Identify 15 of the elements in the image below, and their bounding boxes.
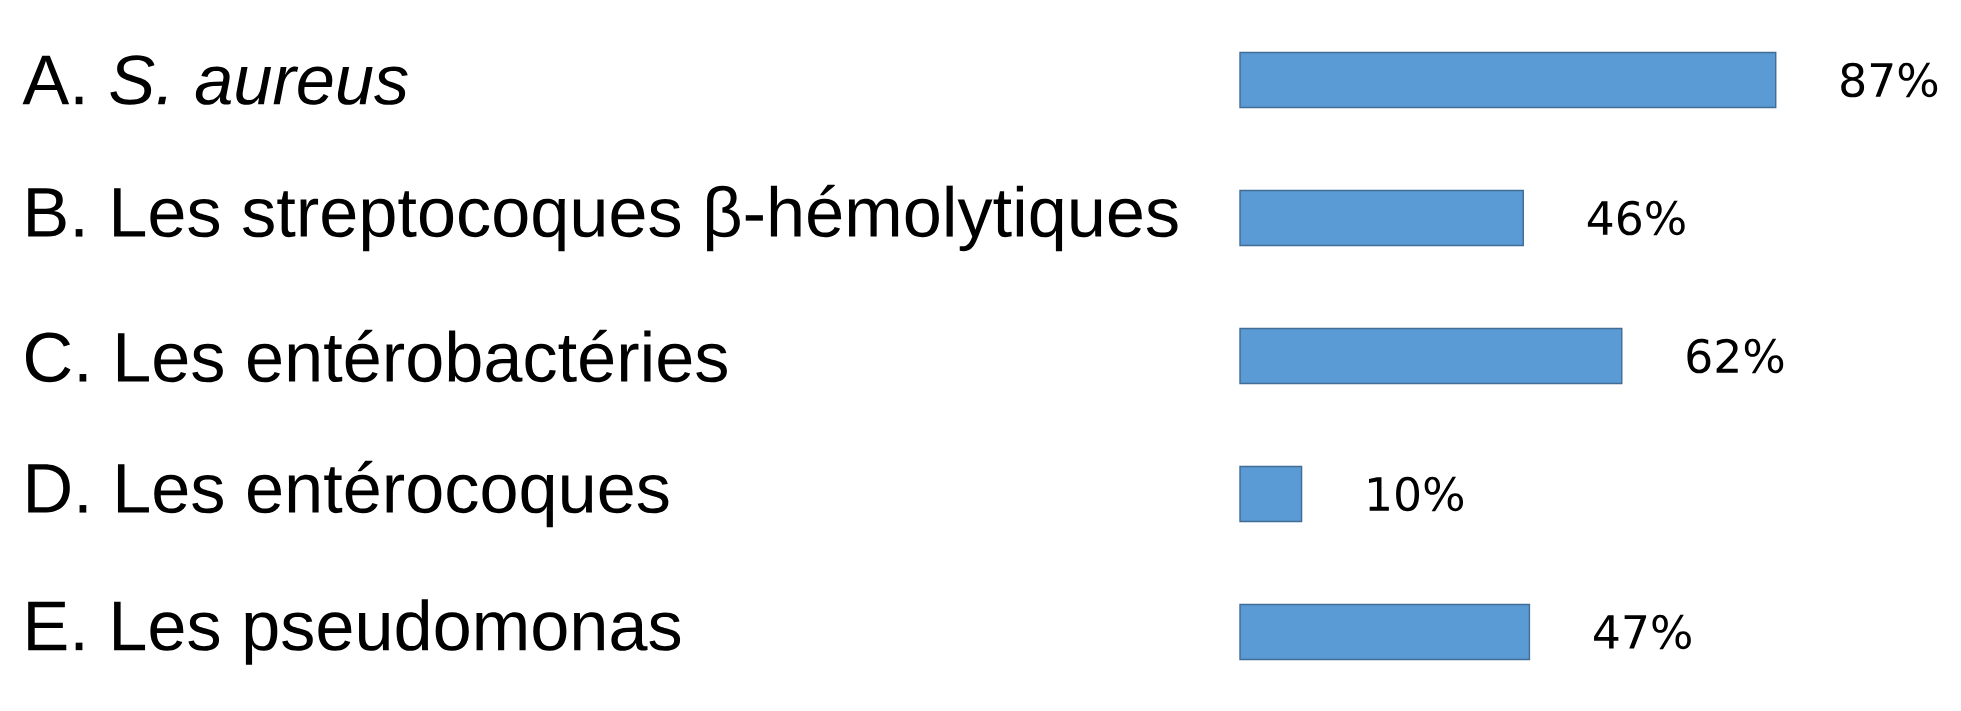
data-label: 10%: [1369, 476, 1464, 512]
bar: [1239, 51, 1777, 109]
data-label: 62%: [1687, 338, 1784, 374]
data-label: 47%: [1594, 614, 1691, 650]
data-label: 46%: [1587, 200, 1685, 236]
bar: [1239, 189, 1524, 247]
bar: [1239, 465, 1303, 523]
y-tick-label: E. Les pseudomonas: [28, 599, 681, 665]
bar: [1239, 603, 1531, 661]
y-tick-label: A. S. aureus: [22, 55, 408, 105]
y-tick-label: C. Les entérobactéries: [26, 329, 727, 383]
bar: [1239, 327, 1623, 385]
y-tick-label: D. Les entérocoques: [28, 460, 669, 528]
y-tick-label: B. Les streptocoques β-hémolytiques: [28, 184, 1178, 252]
data-label: 87%: [1841, 62, 1938, 98]
